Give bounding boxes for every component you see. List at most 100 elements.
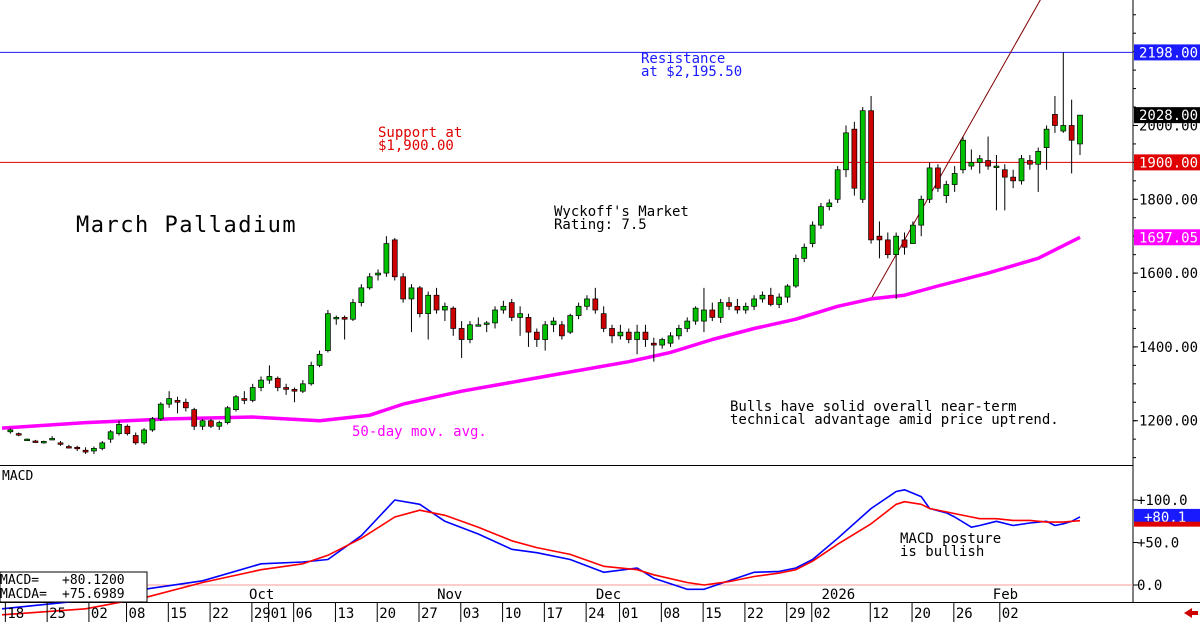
macd-annotation-line2: is bullish [900, 544, 984, 560]
candle [859, 107, 866, 203]
candle [659, 337, 666, 349]
candle [500, 300, 507, 314]
candle-body [174, 400, 181, 403]
candle-body [659, 339, 666, 346]
candle [834, 166, 841, 203]
candle-body [976, 158, 983, 163]
candle [57, 441, 64, 446]
candle-body [600, 313, 607, 329]
candle [868, 95, 874, 244]
xaxis-day-label: 29 [254, 606, 271, 622]
candle-body [182, 401, 189, 409]
macda-value-tag [1134, 521, 1200, 527]
candle-body [742, 305, 749, 311]
candle [985, 136, 991, 170]
candle-body [960, 139, 966, 171]
candle [617, 324, 624, 340]
candle-body [458, 328, 465, 340]
candle [208, 418, 214, 429]
xaxis-day-label: 13 [337, 606, 354, 622]
xaxis-month-label: 2026 [821, 587, 855, 603]
chart-text: March Palladium MACD Resistance at $2,19… [2, 51, 1059, 560]
candle-body [224, 407, 231, 423]
candle [191, 407, 198, 430]
xaxis-day-label: 01 [271, 606, 288, 622]
candle [274, 376, 281, 392]
macd-panel: +100.0+50.00.0+80.1 [0, 488, 1200, 616]
candle-body [366, 276, 373, 289]
candle-body [525, 317, 532, 333]
candle [157, 402, 164, 421]
candle [717, 298, 724, 323]
candle-body [7, 429, 14, 433]
candle [734, 298, 741, 314]
candle [918, 195, 925, 237]
candle [291, 387, 298, 403]
candle-body [283, 387, 289, 390]
candle-body [985, 160, 991, 167]
candle [258, 376, 264, 392]
candle [32, 439, 39, 443]
price-ytick-label: 1800.00 [1139, 192, 1198, 208]
xaxis-day-label: 15 [705, 606, 722, 622]
candle-body [784, 285, 791, 298]
candle-body [308, 365, 315, 385]
price-tag-box [1134, 107, 1200, 124]
price-ytick-label: 1200.00 [1139, 414, 1198, 430]
candle-body [701, 309, 707, 322]
candle [49, 436, 55, 441]
candle [692, 306, 699, 325]
xaxis-month-label: Oct [249, 587, 274, 603]
candle-body [40, 441, 47, 444]
candle-body [767, 294, 774, 305]
candle-body [634, 331, 640, 340]
candle [592, 287, 599, 314]
candle [550, 317, 557, 333]
candle-body [166, 398, 172, 405]
ma-annotation: 50-day mov. avg. [352, 424, 487, 440]
price-tag-box [1134, 44, 1200, 61]
candle [600, 306, 607, 333]
price-ytick-label: 1600.00 [1139, 266, 1198, 282]
candle-body [834, 169, 841, 200]
left-arrow-icon[interactable] [1184, 608, 1198, 618]
candle [976, 155, 983, 174]
candle-body [642, 331, 649, 340]
candle-body [893, 235, 900, 255]
candle [926, 162, 933, 203]
candle [408, 284, 415, 333]
candle [851, 121, 858, 196]
candle-body [1043, 128, 1050, 148]
candle [818, 202, 824, 229]
x-axis: 18 25 02 08 15 22 29 01 06 13 20 27 03 10 17 24 01 08 15 22… [4, 587, 1019, 622]
moving-average-line [1, 235, 1081, 430]
candle [893, 232, 900, 299]
candle-body [776, 296, 783, 305]
rating-annotation-line1: Wyckoff's Market [554, 204, 689, 220]
xaxis-day-label: 12 [872, 606, 889, 622]
candle [1068, 99, 1075, 174]
candle-body [884, 239, 891, 255]
candle [458, 321, 465, 358]
xaxis-day-label: 26 [956, 606, 973, 622]
candle-body [500, 305, 507, 311]
macda-readout-name: MACDA= [0, 587, 47, 602]
candle-body [199, 420, 206, 427]
candle-body [567, 315, 574, 333]
price-tag: 1900.00 [1134, 154, 1200, 171]
macd-panel-title: MACD [2, 469, 33, 484]
candle-body [901, 239, 908, 248]
candle [316, 350, 323, 368]
candle [7, 428, 14, 434]
candle [943, 180, 950, 203]
candle-body [851, 128, 858, 189]
candle-body [709, 309, 716, 318]
candle-body [1052, 114, 1058, 126]
candle [650, 337, 657, 362]
candle-body [592, 298, 599, 311]
candle-body [993, 165, 1000, 168]
candle [249, 383, 256, 403]
candle [375, 269, 381, 281]
candle [559, 321, 565, 340]
price-tag: 2198.00 [1134, 44, 1200, 61]
